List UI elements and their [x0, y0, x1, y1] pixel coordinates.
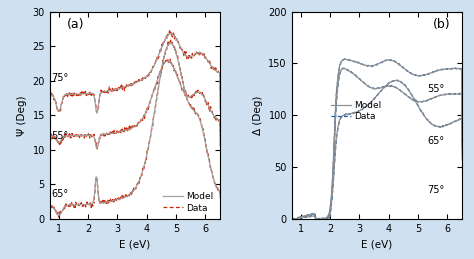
- Text: 55°: 55°: [427, 84, 444, 95]
- X-axis label: E (eV): E (eV): [119, 239, 151, 249]
- X-axis label: E (eV): E (eV): [361, 239, 392, 249]
- Text: 55°: 55°: [51, 131, 68, 141]
- Legend: Model, Data: Model, Data: [329, 99, 383, 123]
- Text: (a): (a): [67, 18, 84, 31]
- Y-axis label: Δ (Deg): Δ (Deg): [253, 96, 263, 135]
- Text: 75°: 75°: [51, 73, 68, 83]
- Legend: Model, Data: Model, Data: [161, 190, 216, 214]
- Text: 65°: 65°: [427, 136, 444, 146]
- Y-axis label: Ψ (Deg): Ψ (Deg): [17, 95, 27, 135]
- Text: (b): (b): [433, 18, 451, 31]
- Text: 75°: 75°: [427, 185, 444, 195]
- Text: 65°: 65°: [51, 189, 68, 199]
